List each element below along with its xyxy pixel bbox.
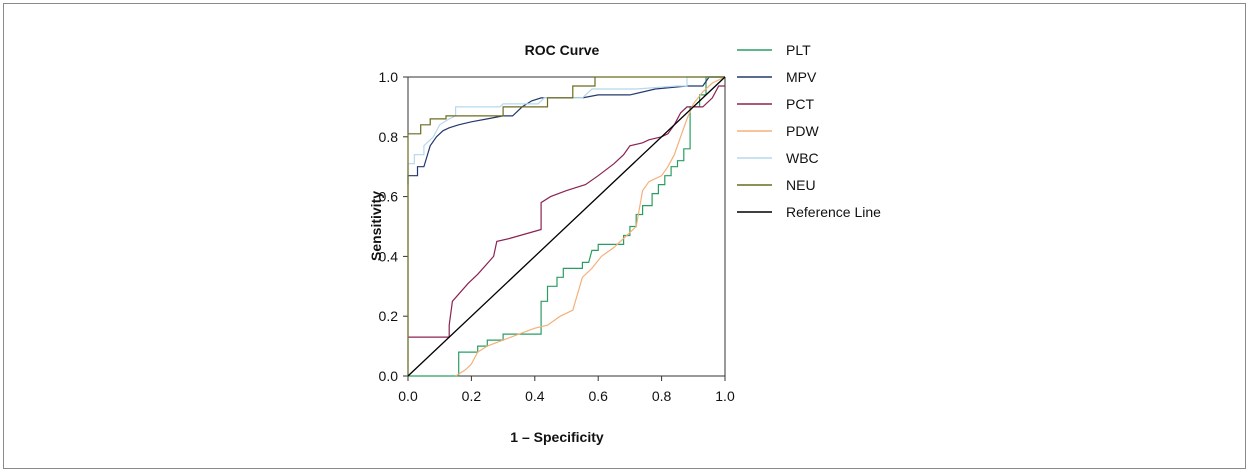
legend-item-neu: NEU: [737, 177, 816, 193]
legend-item-reference-line: Reference Line: [737, 204, 881, 220]
legend: PLT MPV PCT PDW WBC NEU Reference Line: [737, 42, 881, 220]
chart-frame: ROC Curve 0.0 0.2 0.4 0.6 0.8 1.0 0.0 0.2 0.4 0.…: [3, 3, 1246, 469]
y-tick-label: 0.6: [379, 189, 399, 205]
legend-label: PCT: [786, 96, 814, 112]
x-tick-label: 0.2: [462, 388, 482, 404]
legend-item-pdw: PDW: [737, 123, 819, 139]
legend-label: MPV: [786, 69, 817, 85]
x-tick-label: 1.0: [715, 388, 735, 404]
x-tick-label: 0.8: [652, 388, 672, 404]
series-line-reference-line: [407, 76, 726, 377]
legend-label: NEU: [786, 177, 816, 193]
series-line-mpv: [407, 76, 725, 185]
x-tick-label: 0.0: [398, 388, 418, 404]
chart-title: ROC Curve: [525, 42, 600, 58]
y-ticks: 0.0 0.2 0.4 0.6 0.8 1.0: [379, 69, 408, 384]
x-axis-label: 1 – Specificity: [510, 429, 604, 445]
legend-label: PDW: [786, 123, 819, 139]
y-tick-label: 1.0: [379, 69, 399, 85]
x-tick-label: 0.4: [525, 388, 545, 404]
y-tick-label: 0.4: [379, 248, 399, 264]
y-tick-label: 0.2: [379, 308, 399, 324]
x-ticks: 0.0 0.2 0.4 0.6 0.8 1.0: [398, 376, 735, 404]
legend-label: WBC: [786, 150, 819, 166]
y-axis-label: Sensitivity: [368, 191, 384, 261]
series-line-pdw: [455, 76, 726, 377]
roc-curves: [407, 76, 726, 377]
legend-item-pct: PCT: [737, 96, 814, 112]
y-tick-label: 0.8: [379, 129, 399, 145]
legend-label: PLT: [786, 42, 811, 58]
series-line-wbc: [407, 76, 725, 376]
plot-area: 0.0 0.2 0.4 0.6 0.8 1.0 0.0 0.2 0.4 0.6 0.8 1.0: [379, 69, 735, 404]
x-tick-label: 0.6: [588, 388, 608, 404]
legend-item-mpv: MPV: [737, 69, 817, 85]
y-tick-label: 0.0: [379, 368, 399, 384]
roc-chart: ROC Curve 0.0 0.2 0.4 0.6 0.8 1.0 0.00.20.40.…: [368, 42, 881, 445]
series-line-neu: [407, 76, 725, 376]
legend-item-plt: PLT: [737, 42, 811, 58]
legend-item-wbc: WBC: [737, 150, 819, 166]
series-line-plt: [408, 76, 725, 377]
series-line-pct: [408, 85, 725, 338]
legend-label: Reference Line: [786, 204, 881, 220]
